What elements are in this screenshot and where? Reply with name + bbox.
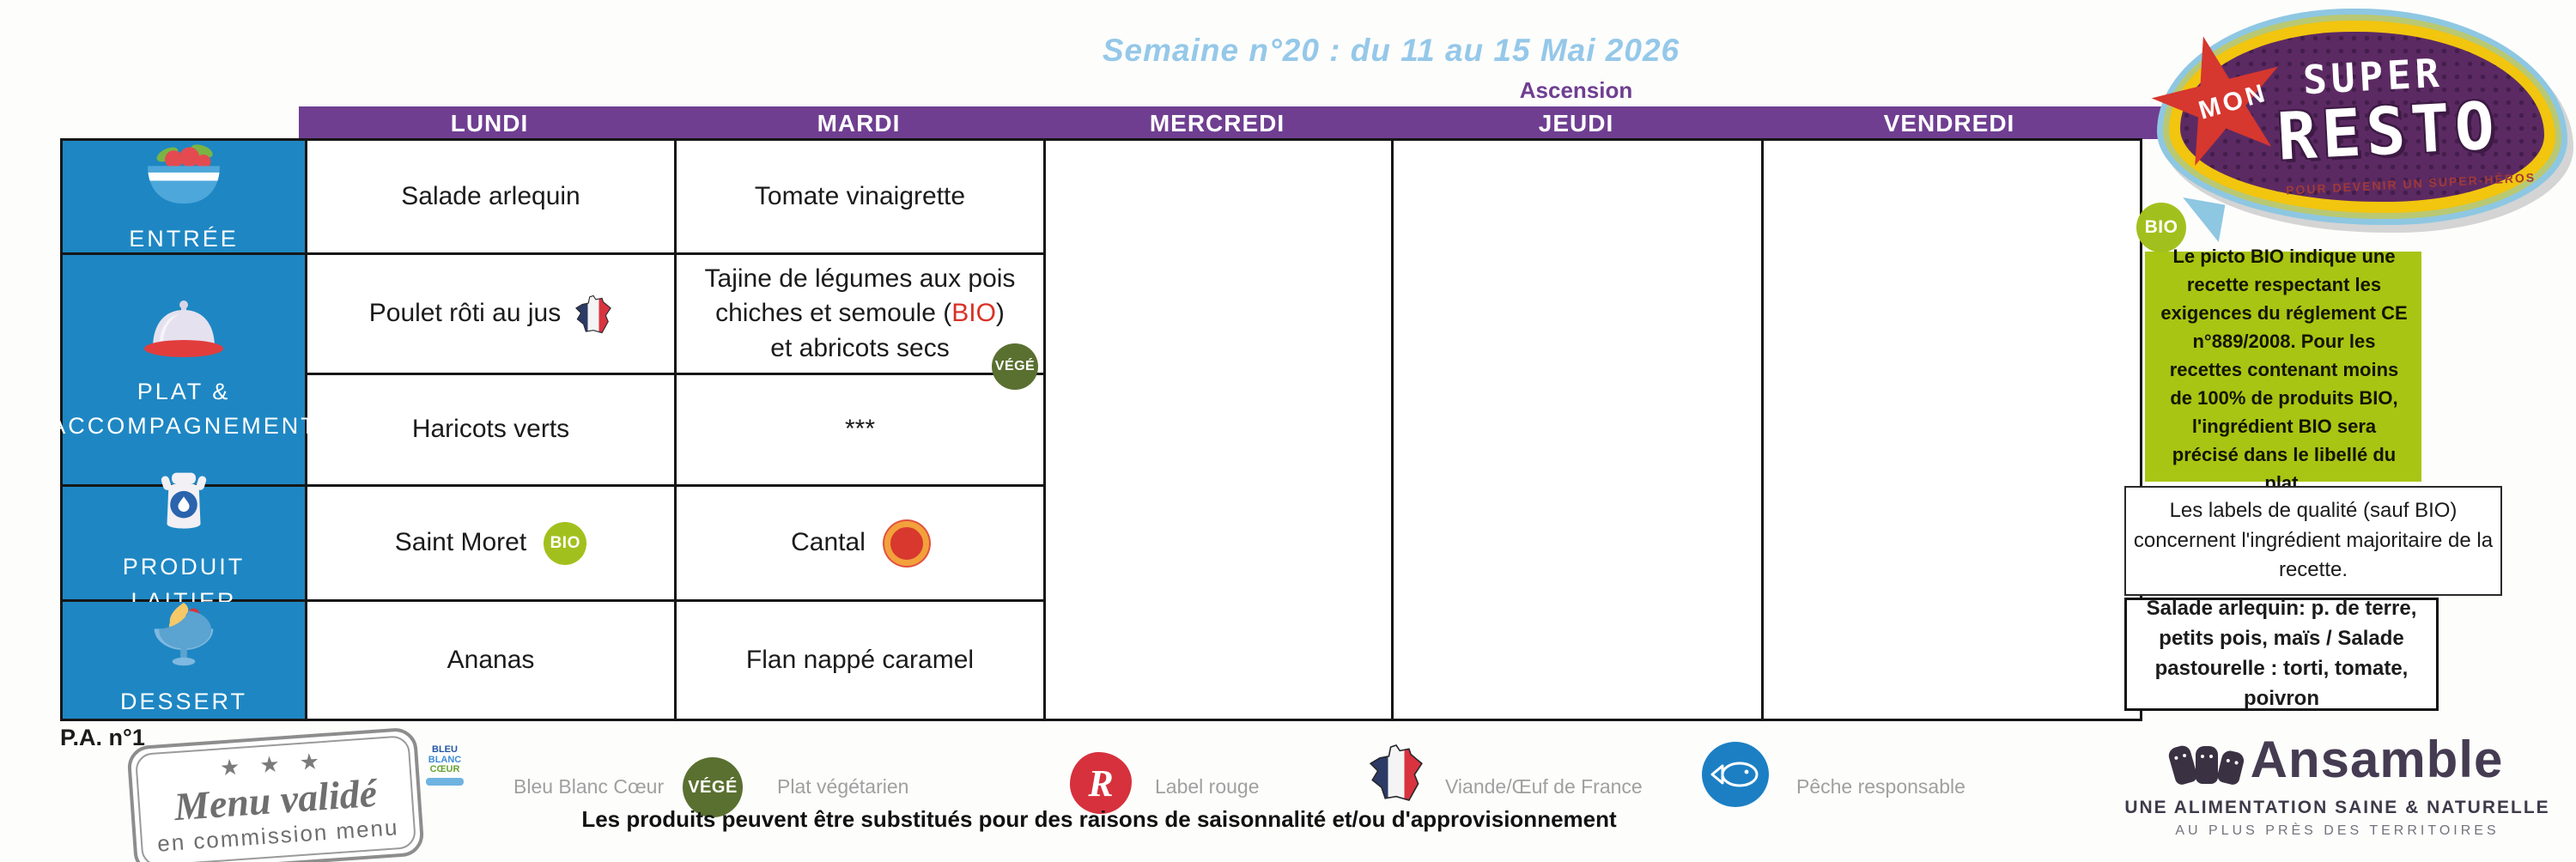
salad-info-box: Salade arlequin: p. de terre, petits poi… bbox=[2124, 597, 2439, 711]
ansamble-faces-icon bbox=[2166, 744, 2245, 786]
legend-label-label-rouge: Label rouge bbox=[1155, 775, 1260, 798]
vege-icon: VÉGÉ bbox=[683, 757, 743, 817]
category-label: ENTRÉE bbox=[129, 226, 239, 252]
day-header-jeudi: JEUDI bbox=[1538, 110, 1614, 137]
cell-mardi-produit-laitier: Cantal bbox=[677, 487, 1046, 602]
bleu-blanc-coeur-icon: BLEU BLANC CŒUR bbox=[422, 744, 467, 793]
france-map-icon bbox=[574, 294, 612, 334]
category-label: PLAT & ACCOMPAGNEMENT bbox=[50, 379, 318, 439]
dish-text: Flan nappé caramel bbox=[745, 645, 975, 674]
substitution-note: Les produits peuvent être substitués pou… bbox=[581, 806, 1617, 832]
category-label: DESSERT bbox=[119, 689, 248, 715]
cell-mardi-accompagnement: *** bbox=[677, 375, 1046, 487]
cell-vendredi-empty bbox=[1764, 141, 2140, 719]
dish-text: Cantal bbox=[791, 528, 866, 557]
mon-super-resto-logo: MON SUPER RESTO POUR DEVENIR UN SUPER-HÉ… bbox=[2157, 9, 2567, 243]
dessert-bowl-icon bbox=[148, 601, 220, 677]
cell-mardi-plat: Tajine de légumes aux pois chiches et se… bbox=[677, 255, 1046, 390]
labels-info-box: Les labels de qualité (sauf BIO) concern… bbox=[2124, 486, 2502, 596]
day-header-bar bbox=[299, 106, 2168, 139]
cell-lundi-produit-laitier: Saint Moret BIO bbox=[307, 487, 677, 602]
label-rouge-icon: R bbox=[1070, 752, 1132, 814]
cell-mercredi-empty bbox=[1046, 141, 1394, 719]
day-header-vendredi: VENDREDI bbox=[1883, 110, 2015, 137]
salad-info-text: Salade arlequin: p. de terre, petits poi… bbox=[2146, 597, 2417, 710]
category-entree: ENTRÉE bbox=[63, 141, 307, 255]
legend-label-plat-vegetarien: Plat végétarien bbox=[777, 775, 909, 798]
cell-lundi-plat: Poulet rôti au jus bbox=[307, 255, 677, 375]
pa-note: P.A. n°1 bbox=[60, 725, 145, 750]
cell-mardi-entree: Tomate vinaigrette bbox=[677, 141, 1046, 255]
dish-text: Haricots verts bbox=[411, 415, 570, 444]
menu-valide-stamp: ★ ★ ★ Menu validé en commission menu bbox=[126, 726, 425, 862]
dish-text: Salade arlequin bbox=[401, 181, 580, 210]
aop-badge bbox=[884, 520, 929, 566]
day-header-lundi: LUNDI bbox=[450, 110, 529, 137]
category-plat-accompagnement: PLAT & ACCOMPAGNEMENT bbox=[50, 255, 315, 487]
week-title: Semaine n°20 : du 11 au 15 Mai 2026 bbox=[1102, 33, 1680, 68]
bio-badge: BIO bbox=[544, 521, 587, 565]
dish-text: Tomate vinaigrette bbox=[754, 181, 966, 210]
bio-badge-panel: BIO bbox=[2136, 203, 2186, 252]
bio-info-box: Le picto BIO indique une recette respect… bbox=[2145, 246, 2421, 494]
legend-label-peche-responsable: Pêche responsable bbox=[1796, 775, 1965, 798]
dish-text: *** bbox=[844, 415, 876, 444]
france-map-icon bbox=[1369, 738, 1424, 811]
ansamble-brand: Ansamble UNE ALIMENTATION SAINE & NATURE… bbox=[2105, 730, 2569, 839]
ansamble-tagline1: UNE ALIMENTATION SAINE & NATURELLE bbox=[2124, 798, 2550, 817]
milk-churn-icon bbox=[155, 468, 212, 542]
logo-resto-text: RESTO bbox=[2275, 87, 2501, 175]
menu-table: ENTRÉE PLAT & ACCOMPAGNEMENT bbox=[50, 138, 2142, 721]
ansamble-name: Ansamble bbox=[2250, 731, 2504, 788]
cell-lundi-dessert: Ananas bbox=[307, 602, 677, 719]
dish-text: Ananas bbox=[447, 645, 535, 674]
legend-label-bleu-blanc-coeur: Bleu Blanc Cœur bbox=[513, 775, 665, 798]
dish-text: Saint Moret bbox=[394, 528, 527, 557]
bio-mention: BIO bbox=[951, 299, 996, 328]
dish-text: Poulet rôti au jus bbox=[368, 299, 562, 328]
category-dessert: DESSERT bbox=[63, 602, 307, 719]
cell-jeudi-empty bbox=[1394, 141, 1764, 719]
cell-lundi-accompagnement: Haricots verts bbox=[307, 375, 677, 487]
vege-badge: VÉGÉ bbox=[992, 343, 1038, 390]
cloche-icon bbox=[141, 296, 227, 367]
dish-text: Tajine de légumes aux pois chiches et se… bbox=[704, 264, 1016, 362]
bio-info-text: Le picto BIO indique une recette respect… bbox=[2160, 245, 2408, 494]
salad-bowl-icon bbox=[143, 137, 225, 214]
legend-label-viande-oeuf-france: Viande/Œuf de France bbox=[1445, 775, 1643, 798]
day-header-mercredi: MERCREDI bbox=[1149, 110, 1285, 137]
category-produit-laitier: PRODUIT LAITIER bbox=[63, 472, 307, 614]
day-header-mardi: MARDI bbox=[817, 110, 901, 137]
cell-mardi-dessert: Flan nappé caramel bbox=[677, 602, 1046, 719]
holiday-note: Ascension bbox=[1519, 77, 1633, 103]
ansamble-tagline2: AU PLUS PRÈS DES TERRITOIRES bbox=[2175, 823, 2500, 838]
cell-lundi-entree: Salade arlequin bbox=[307, 141, 677, 255]
fish-icon bbox=[1702, 742, 1769, 807]
labels-info-text: Les labels de qualité (sauf BIO) concern… bbox=[2133, 498, 2494, 582]
